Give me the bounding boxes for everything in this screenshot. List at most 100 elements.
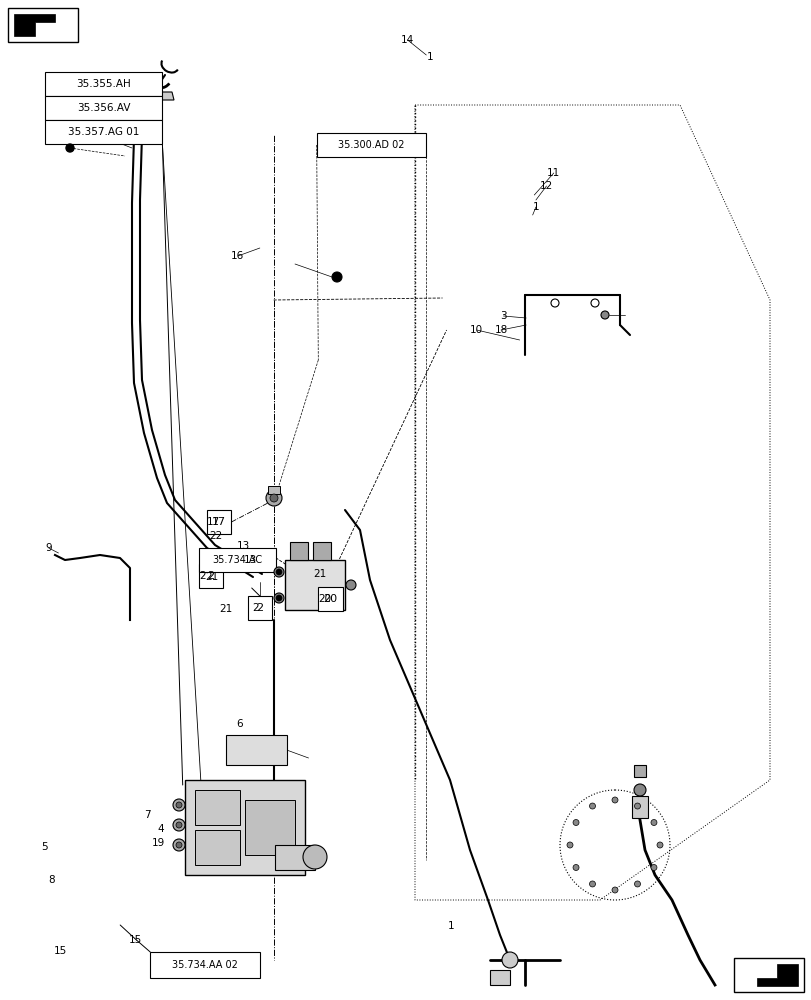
Text: 14: 14 (401, 35, 414, 45)
Circle shape (501, 952, 517, 968)
Circle shape (276, 569, 281, 575)
Text: 35.734.AC: 35.734.AC (212, 555, 262, 565)
Circle shape (332, 272, 341, 282)
Text: 1: 1 (427, 52, 433, 62)
Text: 6: 6 (236, 719, 242, 729)
Text: 7: 7 (144, 810, 151, 820)
Bar (45, 72, 162, 96)
Circle shape (173, 819, 185, 831)
Text: 2: 2 (256, 603, 263, 613)
Circle shape (176, 842, 182, 848)
Bar (245, 800, 294, 855)
Text: 35.356.AV: 35.356.AV (77, 103, 130, 113)
Text: 5: 5 (41, 842, 48, 852)
Bar (45, 120, 162, 144)
Text: 35.300.AD 02: 35.300.AD 02 (338, 140, 404, 150)
Circle shape (551, 299, 558, 307)
Bar (318, 587, 342, 611)
Text: 21: 21 (205, 572, 218, 582)
Text: 35.734.AA 02: 35.734.AA 02 (172, 960, 238, 970)
Bar (631, 796, 647, 818)
Bar (185, 780, 305, 875)
Circle shape (273, 567, 284, 577)
Text: 3: 3 (500, 311, 506, 321)
Polygon shape (756, 964, 797, 986)
Circle shape (589, 881, 594, 887)
Bar (316, 133, 426, 157)
Text: 20: 20 (318, 594, 331, 604)
Circle shape (656, 842, 663, 848)
Circle shape (611, 797, 617, 803)
Circle shape (589, 803, 594, 809)
Circle shape (176, 802, 182, 808)
Circle shape (345, 580, 355, 590)
Circle shape (633, 803, 640, 809)
Text: 11: 11 (547, 168, 560, 178)
Circle shape (573, 819, 578, 825)
Circle shape (270, 494, 277, 502)
Bar (633, 765, 646, 777)
Text: 19: 19 (152, 838, 165, 848)
Text: 35.355.AH: 35.355.AH (76, 79, 131, 89)
Bar (45, 96, 162, 120)
Text: 22: 22 (209, 531, 222, 541)
Polygon shape (733, 958, 803, 992)
Circle shape (173, 799, 185, 811)
Text: 2: 2 (208, 571, 214, 581)
Text: 12: 12 (539, 181, 552, 191)
Text: 10: 10 (470, 325, 483, 335)
Circle shape (600, 311, 608, 319)
Text: 15: 15 (129, 935, 142, 945)
Text: 1: 1 (532, 202, 539, 212)
Bar (199, 564, 223, 588)
Bar (275, 845, 315, 870)
Text: 21: 21 (219, 604, 232, 614)
Bar (195, 790, 240, 825)
Bar (247, 596, 272, 620)
Bar (195, 830, 240, 865)
Text: 13: 13 (243, 555, 256, 565)
Bar (225, 735, 286, 765)
Bar (199, 548, 276, 572)
Polygon shape (14, 14, 55, 36)
Text: 8: 8 (48, 875, 54, 885)
Text: 15: 15 (54, 946, 67, 956)
Text: 9: 9 (45, 543, 52, 553)
Bar (150, 952, 260, 978)
Bar (290, 542, 307, 560)
Text: 13: 13 (237, 541, 250, 551)
Circle shape (566, 842, 573, 848)
Text: 20: 20 (323, 594, 337, 604)
Text: 17: 17 (212, 517, 226, 527)
Bar (268, 486, 280, 494)
Bar (207, 510, 231, 534)
Bar (312, 542, 331, 560)
Bar (489, 970, 509, 985)
Circle shape (173, 839, 185, 851)
Circle shape (273, 593, 284, 603)
Bar (285, 560, 345, 610)
Circle shape (650, 819, 656, 825)
Text: 2: 2 (200, 571, 206, 581)
Circle shape (633, 784, 646, 796)
Circle shape (633, 881, 640, 887)
Polygon shape (8, 8, 78, 42)
Circle shape (611, 887, 617, 893)
Circle shape (590, 299, 599, 307)
Text: 35.357.AG 01: 35.357.AG 01 (68, 127, 139, 137)
Text: 18: 18 (494, 325, 507, 335)
Circle shape (266, 490, 281, 506)
Circle shape (303, 845, 327, 869)
Text: 1: 1 (447, 921, 453, 931)
Circle shape (650, 864, 656, 870)
Text: 4: 4 (157, 824, 164, 834)
Text: 2: 2 (252, 603, 259, 613)
Text: 17: 17 (207, 517, 220, 527)
Text: 21: 21 (313, 569, 326, 579)
Circle shape (276, 595, 281, 601)
Circle shape (573, 864, 578, 870)
Text: 16: 16 (231, 251, 244, 261)
Polygon shape (156, 92, 174, 100)
Circle shape (176, 822, 182, 828)
Circle shape (66, 144, 74, 152)
